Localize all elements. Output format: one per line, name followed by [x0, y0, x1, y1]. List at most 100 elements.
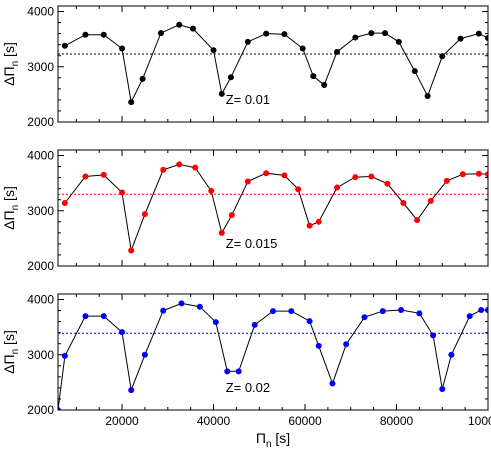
- y-tick-label: 2000: [27, 115, 54, 129]
- y-axis-label-main: ΔΠ: [1, 66, 17, 85]
- data-point: [475, 170, 482, 177]
- data-point: [128, 387, 135, 394]
- data-point: [281, 31, 288, 38]
- data-point: [281, 172, 288, 179]
- data-point: [306, 318, 313, 325]
- data-point: [295, 186, 302, 193]
- y-axis-label: ΔΠn [s]: [1, 186, 21, 230]
- data-point: [448, 351, 455, 358]
- data-point: [61, 42, 68, 49]
- data-point: [334, 48, 341, 55]
- data-point: [157, 30, 164, 37]
- data-point: [128, 247, 135, 254]
- data-point: [224, 368, 231, 375]
- data-point: [398, 307, 405, 314]
- data-point: [459, 171, 466, 178]
- y-tick-label: 3000: [27, 60, 54, 74]
- y-tick-label: 4000: [27, 5, 54, 19]
- data-point: [119, 45, 126, 52]
- data-point: [384, 180, 391, 187]
- series-line: [64, 24, 488, 104]
- plot-frame: [57, 293, 489, 411]
- data-point: [395, 38, 402, 45]
- data-point: [414, 217, 421, 224]
- y-tick-label: 2000: [27, 403, 54, 417]
- data-point: [244, 38, 251, 45]
- data-point: [235, 368, 242, 375]
- data-point: [141, 211, 148, 218]
- series-3: [58, 300, 488, 410]
- data-point: [485, 171, 488, 178]
- y-tick-label: 3000: [27, 348, 54, 362]
- y-axis-label-sub: n: [10, 61, 21, 67]
- data-point: [208, 187, 215, 194]
- data-point: [485, 307, 488, 314]
- data-point: [189, 25, 196, 32]
- data-point: [192, 164, 199, 171]
- plot-frame: [57, 149, 489, 267]
- data-point: [263, 170, 270, 177]
- y-axis-label-unit: [s]: [1, 186, 17, 205]
- x-tick-label: 60000: [288, 414, 322, 428]
- data-point: [411, 68, 418, 75]
- data-point: [299, 45, 306, 52]
- y-tick-label: 2000: [27, 259, 54, 273]
- z-annotation: Z= 0.015: [226, 236, 278, 251]
- data-point: [439, 386, 446, 393]
- data-point: [82, 173, 89, 180]
- data-point: [119, 329, 126, 336]
- data-point: [61, 200, 68, 207]
- data-point: [139, 75, 146, 82]
- x-tick-label: 40000: [197, 414, 231, 428]
- data-point: [306, 222, 313, 229]
- data-point: [100, 31, 107, 38]
- y-tick-label: 4000: [27, 149, 54, 163]
- data-point: [160, 307, 167, 314]
- x-tick-label: 20000: [105, 414, 139, 428]
- data-point: [251, 321, 258, 328]
- x-axis-label: Πn [s]: [256, 430, 290, 450]
- x-axis-label-main: Π: [256, 430, 266, 446]
- y-axis-label: ΔΠn [s]: [1, 42, 21, 86]
- x-tick-label: 100000: [468, 414, 491, 428]
- data-point: [210, 47, 217, 54]
- z-annotation: Z= 0.02: [226, 380, 270, 395]
- data-point: [228, 212, 235, 219]
- y-axis-label-unit: [s]: [1, 330, 17, 349]
- y-axis-label-unit: [s]: [1, 42, 17, 61]
- data-point: [321, 81, 328, 88]
- y-tick-label: 3000: [27, 204, 54, 218]
- panel-3: 2000 3000 4000 20000 40000 60000 80000 100000 Z=…: [1, 293, 491, 450]
- data-point: [352, 174, 359, 181]
- data-point: [382, 30, 389, 37]
- data-point: [176, 161, 183, 168]
- data-point: [218, 229, 225, 236]
- data-point: [457, 35, 464, 42]
- panel-1: 2000 3000 4000 Z= 0.01 ΔΠn [s]: [1, 5, 489, 129]
- data-point: [466, 313, 473, 320]
- data-point: [176, 21, 183, 28]
- data-point: [82, 31, 89, 38]
- data-point: [218, 90, 225, 97]
- data-point: [400, 200, 407, 207]
- data-point: [416, 310, 423, 317]
- data-point: [212, 319, 219, 326]
- x-tick-label: 80000: [380, 414, 414, 428]
- x-axis-label-unit: [s]: [272, 430, 291, 446]
- data-point: [475, 30, 482, 37]
- data-point: [100, 313, 107, 320]
- data-point: [58, 407, 61, 410]
- x-axis-label-sub: n: [266, 439, 272, 450]
- data-point: [288, 308, 295, 315]
- data-point: [160, 166, 167, 173]
- y-axis-label-main: ΔΠ: [1, 210, 17, 229]
- data-point: [439, 53, 446, 60]
- panel-2: 2000 3000 4000 Z= 0.015 ΔΠn [s]: [1, 149, 489, 273]
- data-point: [478, 307, 485, 314]
- data-point: [196, 303, 203, 310]
- y-axis-label-sub: n: [10, 349, 21, 355]
- data-point: [178, 300, 185, 307]
- data-point: [270, 308, 276, 315]
- series-2: [61, 161, 488, 254]
